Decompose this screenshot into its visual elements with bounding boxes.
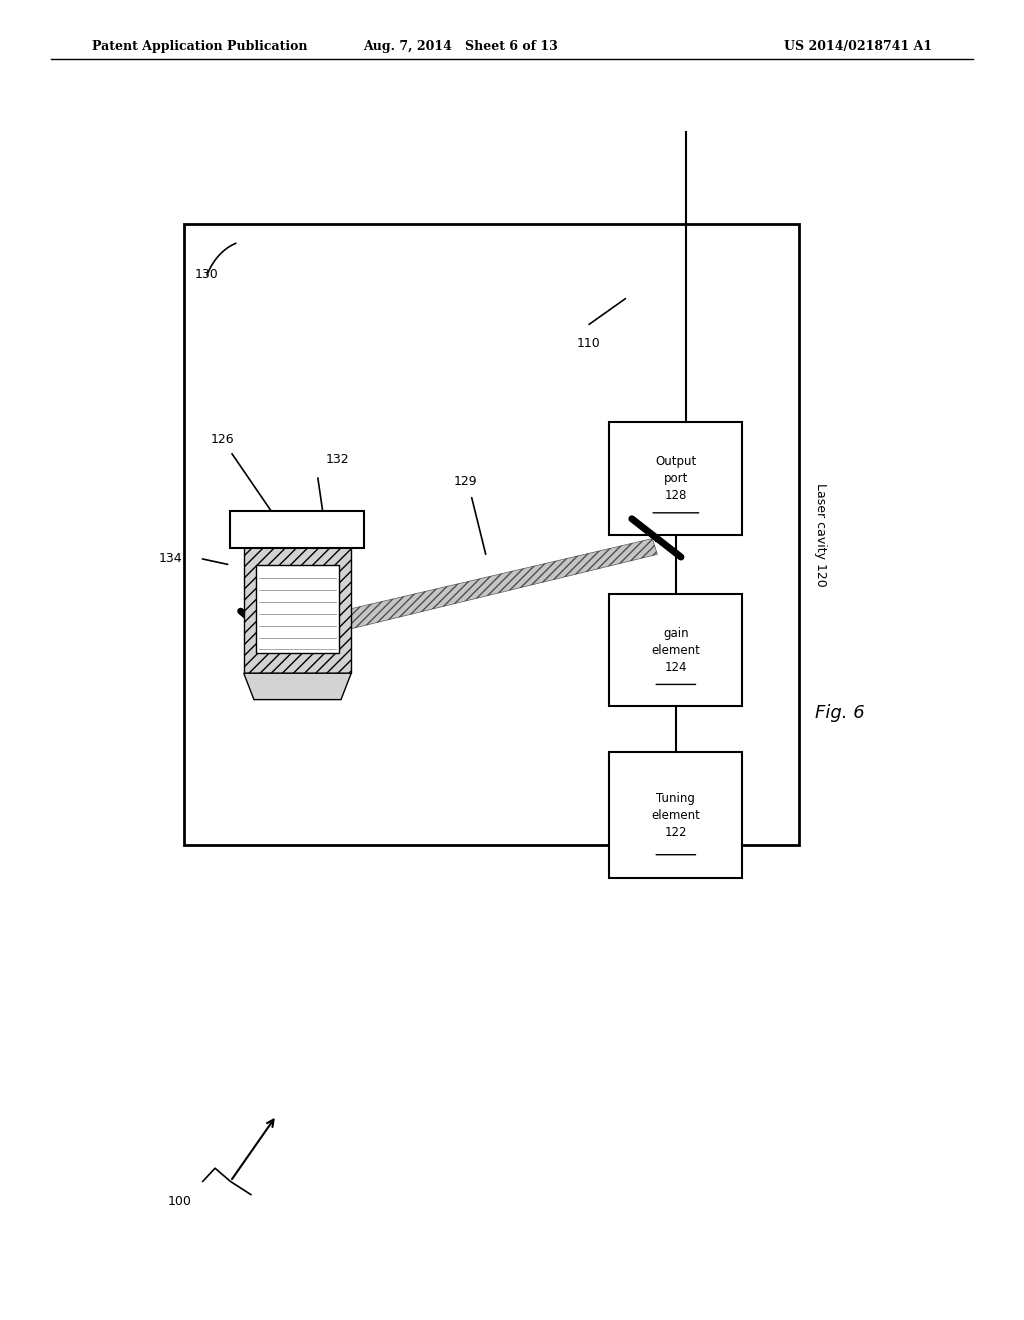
Text: Tuning
element
122: Tuning element 122 bbox=[651, 792, 700, 838]
Text: 132: 132 bbox=[326, 453, 349, 466]
Polygon shape bbox=[244, 673, 351, 700]
Bar bbox=[230, 511, 364, 548]
Text: 100: 100 bbox=[167, 1195, 191, 1208]
Bar bbox=[256, 565, 339, 653]
Text: Output
port
128: Output port 128 bbox=[655, 455, 696, 502]
Text: 129: 129 bbox=[454, 475, 478, 488]
Text: 130: 130 bbox=[195, 268, 219, 281]
Text: 126: 126 bbox=[210, 433, 234, 446]
Text: Patent Application Publication: Patent Application Publication bbox=[92, 40, 307, 53]
Text: gain
element
124: gain element 124 bbox=[651, 627, 700, 673]
Text: 110: 110 bbox=[577, 337, 601, 350]
Bar bbox=[184, 224, 799, 845]
Text: US 2014/0218741 A1: US 2014/0218741 A1 bbox=[783, 40, 932, 53]
Text: Fig. 6: Fig. 6 bbox=[815, 704, 864, 722]
Text: Aug. 7, 2014   Sheet 6 of 13: Aug. 7, 2014 Sheet 6 of 13 bbox=[364, 40, 558, 53]
Bar bbox=[609, 594, 742, 706]
Bar bbox=[609, 752, 742, 878]
Bar bbox=[609, 422, 742, 535]
Text: Laser cavity 120: Laser cavity 120 bbox=[814, 483, 827, 586]
Bar bbox=[244, 545, 351, 673]
Text: 134: 134 bbox=[159, 552, 182, 565]
Polygon shape bbox=[261, 539, 657, 649]
